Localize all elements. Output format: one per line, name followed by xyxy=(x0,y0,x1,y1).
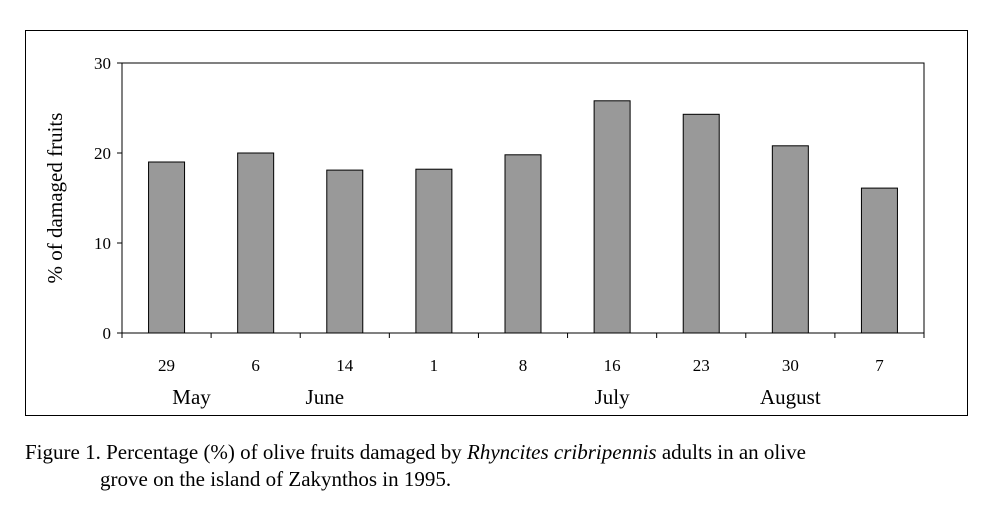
bar xyxy=(682,113,720,334)
x-tick-label: 1 xyxy=(430,356,439,375)
x-tick-label: 6 xyxy=(251,356,260,375)
bar xyxy=(504,154,542,334)
caption-suffix: adults in an olive xyxy=(656,440,806,464)
caption-prefix: Figure 1. Percentage (%) of olive fruits… xyxy=(25,440,468,464)
bar xyxy=(860,187,898,334)
y-tick-label: 10 xyxy=(94,234,111,253)
y-axis-label: % of damaged fruits xyxy=(43,113,67,284)
chart-frame: 0 10 20 30 29 6 14 1 8 16 23 30 7 May June July August % … xyxy=(25,30,968,416)
x-tick-label: 16 xyxy=(604,356,621,375)
month-label: July xyxy=(595,385,631,409)
bar xyxy=(593,100,631,334)
y-tick-label: 0 xyxy=(103,324,112,343)
bar xyxy=(415,168,453,334)
caption-line-2: grove on the island of Zakynthos in 1995… xyxy=(100,467,452,491)
month-label: August xyxy=(760,385,821,409)
x-tick-label: 8 xyxy=(519,356,528,375)
x-tick-label: 23 xyxy=(693,356,710,375)
caption-line-1: Figure 1. Percentage (%) of olive fruits… xyxy=(25,439,980,466)
x-tick-label: 7 xyxy=(875,356,884,375)
month-label: June xyxy=(306,385,345,409)
bar xyxy=(326,169,364,334)
x-tick-label: 14 xyxy=(336,356,354,375)
caption-species: Rhyncites cribripennis xyxy=(467,440,657,464)
x-tick-label: 30 xyxy=(782,356,799,375)
y-tick-label: 20 xyxy=(94,144,111,163)
y-tick-label: 30 xyxy=(94,54,111,73)
bar xyxy=(237,152,275,334)
bar-chart: 0 10 20 30 29 6 14 1 8 16 23 30 7 May June July August % … xyxy=(43,54,925,409)
figure-caption: Figure 1. Percentage (%) of olive fruits… xyxy=(25,439,980,493)
bar xyxy=(148,161,186,334)
month-label: May xyxy=(172,385,211,409)
bar xyxy=(771,145,809,334)
x-tick-label: 29 xyxy=(158,356,175,375)
